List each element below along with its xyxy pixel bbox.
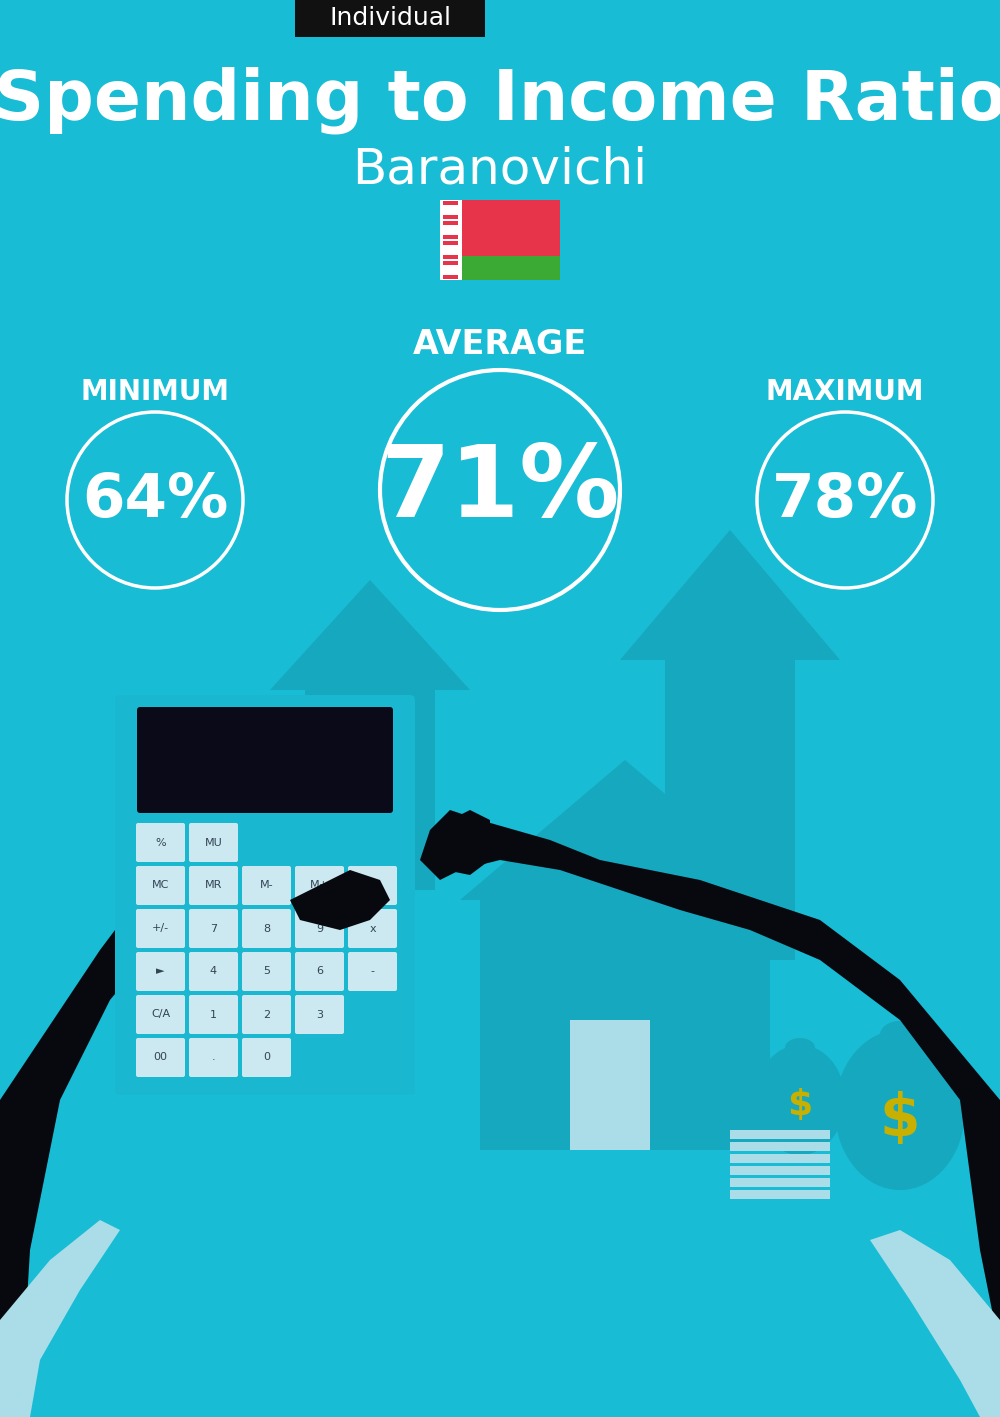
FancyBboxPatch shape xyxy=(665,660,795,959)
FancyBboxPatch shape xyxy=(348,908,397,948)
FancyBboxPatch shape xyxy=(730,1178,830,1187)
FancyBboxPatch shape xyxy=(136,823,185,862)
Text: 6: 6 xyxy=(316,966,323,976)
FancyBboxPatch shape xyxy=(137,707,393,813)
FancyBboxPatch shape xyxy=(295,952,344,990)
FancyBboxPatch shape xyxy=(462,256,560,281)
FancyBboxPatch shape xyxy=(242,1039,291,1077)
Text: $: $ xyxy=(880,1091,920,1149)
Text: 4: 4 xyxy=(210,966,217,976)
Text: :: : xyxy=(371,880,374,890)
FancyBboxPatch shape xyxy=(305,690,435,890)
Text: AVERAGE: AVERAGE xyxy=(413,329,587,361)
FancyBboxPatch shape xyxy=(348,952,397,990)
FancyBboxPatch shape xyxy=(136,952,185,990)
Text: M-: M- xyxy=(260,880,273,890)
FancyBboxPatch shape xyxy=(570,1020,650,1151)
Polygon shape xyxy=(0,700,230,1417)
Text: MC: MC xyxy=(152,880,169,890)
Text: +/-: +/- xyxy=(152,924,169,934)
Polygon shape xyxy=(870,1230,1000,1417)
FancyBboxPatch shape xyxy=(730,1129,830,1139)
FancyBboxPatch shape xyxy=(242,908,291,948)
Polygon shape xyxy=(0,1220,120,1417)
FancyBboxPatch shape xyxy=(443,215,458,220)
Text: 0: 0 xyxy=(263,1053,270,1063)
Polygon shape xyxy=(425,811,490,876)
Text: 7: 7 xyxy=(210,924,217,934)
FancyBboxPatch shape xyxy=(295,995,344,1034)
Polygon shape xyxy=(290,870,390,930)
FancyBboxPatch shape xyxy=(189,823,238,862)
Text: M+: M+ xyxy=(310,880,329,890)
Polygon shape xyxy=(620,530,840,660)
FancyBboxPatch shape xyxy=(443,241,458,245)
FancyBboxPatch shape xyxy=(348,866,397,905)
FancyBboxPatch shape xyxy=(189,908,238,948)
Text: 3: 3 xyxy=(316,1009,323,1019)
Polygon shape xyxy=(420,811,1000,1417)
Ellipse shape xyxy=(880,1022,920,1049)
Ellipse shape xyxy=(785,1039,815,1058)
FancyBboxPatch shape xyxy=(443,261,458,265)
Text: .: . xyxy=(212,1053,215,1063)
FancyBboxPatch shape xyxy=(136,995,185,1034)
FancyBboxPatch shape xyxy=(730,1153,830,1163)
FancyBboxPatch shape xyxy=(242,952,291,990)
FancyBboxPatch shape xyxy=(443,275,458,279)
Ellipse shape xyxy=(835,1030,965,1190)
Text: 64%: 64% xyxy=(82,470,228,530)
FancyBboxPatch shape xyxy=(295,908,344,948)
Text: 2: 2 xyxy=(263,1009,270,1019)
FancyBboxPatch shape xyxy=(730,1190,830,1199)
FancyBboxPatch shape xyxy=(443,255,458,259)
FancyBboxPatch shape xyxy=(730,1166,830,1175)
Text: MAXIMUM: MAXIMUM xyxy=(766,378,924,407)
Text: Individual: Individual xyxy=(329,6,451,30)
Text: MU: MU xyxy=(205,837,222,847)
FancyBboxPatch shape xyxy=(730,1142,830,1151)
Text: 5: 5 xyxy=(263,966,270,976)
Text: %: % xyxy=(155,837,166,847)
FancyBboxPatch shape xyxy=(189,995,238,1034)
Text: -: - xyxy=(370,966,374,976)
FancyBboxPatch shape xyxy=(443,221,458,225)
FancyBboxPatch shape xyxy=(189,952,238,990)
FancyBboxPatch shape xyxy=(242,995,291,1034)
Text: 71%: 71% xyxy=(380,442,620,538)
FancyBboxPatch shape xyxy=(136,908,185,948)
Text: MR: MR xyxy=(205,880,222,890)
FancyBboxPatch shape xyxy=(136,866,185,905)
FancyBboxPatch shape xyxy=(443,201,458,205)
FancyBboxPatch shape xyxy=(480,900,770,1151)
FancyBboxPatch shape xyxy=(462,200,560,256)
FancyBboxPatch shape xyxy=(295,866,344,905)
Polygon shape xyxy=(270,580,470,690)
Text: C/A: C/A xyxy=(151,1009,170,1019)
Text: x: x xyxy=(369,924,376,934)
FancyBboxPatch shape xyxy=(189,866,238,905)
FancyBboxPatch shape xyxy=(700,801,735,900)
FancyBboxPatch shape xyxy=(115,694,415,1095)
Polygon shape xyxy=(460,760,790,900)
Text: Spending to Income Ratio: Spending to Income Ratio xyxy=(0,67,1000,133)
FancyBboxPatch shape xyxy=(443,235,458,239)
Text: 78%: 78% xyxy=(772,470,918,530)
Text: 00: 00 xyxy=(154,1053,168,1063)
Text: MINIMUM: MINIMUM xyxy=(80,378,230,407)
FancyBboxPatch shape xyxy=(295,0,485,37)
FancyBboxPatch shape xyxy=(440,200,462,281)
Text: $: $ xyxy=(787,1088,813,1122)
Text: 1: 1 xyxy=(210,1009,217,1019)
FancyBboxPatch shape xyxy=(136,1039,185,1077)
Text: ►: ► xyxy=(156,966,165,976)
Text: 8: 8 xyxy=(263,924,270,934)
FancyBboxPatch shape xyxy=(189,1039,238,1077)
Text: 9: 9 xyxy=(316,924,323,934)
FancyBboxPatch shape xyxy=(242,866,291,905)
Text: Baranovichi: Baranovichi xyxy=(352,146,648,194)
Ellipse shape xyxy=(755,1044,845,1155)
